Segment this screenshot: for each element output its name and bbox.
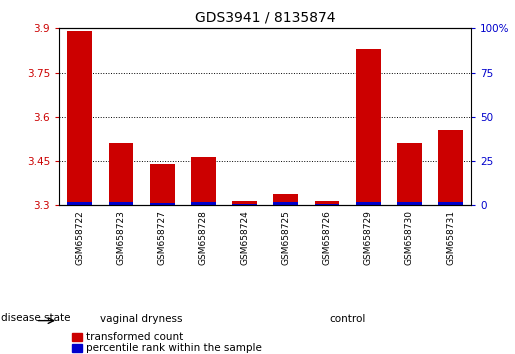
Bar	[150, 164, 175, 205]
Text: disease state: disease state	[1, 313, 71, 323]
Bar	[191, 156, 216, 205]
Text: GSM658722: GSM658722	[75, 210, 84, 265]
Bar	[397, 143, 422, 205]
Bar	[232, 201, 257, 205]
Text: GSM658727: GSM658727	[158, 210, 167, 266]
Bar	[273, 202, 298, 205]
Bar	[397, 202, 422, 205]
Text: GSM658726: GSM658726	[322, 210, 332, 266]
Bar	[315, 201, 339, 205]
Bar	[356, 202, 381, 205]
Text: GSM658724: GSM658724	[240, 210, 249, 265]
Text: GSM658730: GSM658730	[405, 210, 414, 266]
Bar	[150, 202, 175, 205]
Bar	[67, 202, 92, 205]
Text: control: control	[330, 314, 366, 325]
Text: percentile rank within the sample: percentile rank within the sample	[86, 343, 262, 353]
Text: GSM658725: GSM658725	[281, 210, 290, 266]
Bar	[356, 49, 381, 205]
Text: GSM658728: GSM658728	[199, 210, 208, 266]
Bar	[315, 204, 339, 205]
Text: vaginal dryness: vaginal dryness	[100, 314, 183, 325]
Text: GSM658731: GSM658731	[446, 210, 455, 266]
Text: GSM658723: GSM658723	[116, 210, 126, 266]
Text: GSM658729: GSM658729	[364, 210, 373, 266]
Bar	[438, 130, 463, 205]
Bar	[191, 202, 216, 205]
Bar	[109, 143, 133, 205]
Title: GDS3941 / 8135874: GDS3941 / 8135874	[195, 10, 335, 24]
Bar	[109, 202, 133, 205]
Bar	[273, 194, 298, 205]
Bar	[232, 204, 257, 205]
Bar	[438, 202, 463, 205]
Bar	[72, 344, 82, 352]
Bar	[72, 333, 82, 341]
Text: transformed count: transformed count	[86, 331, 183, 342]
Bar	[67, 31, 92, 205]
